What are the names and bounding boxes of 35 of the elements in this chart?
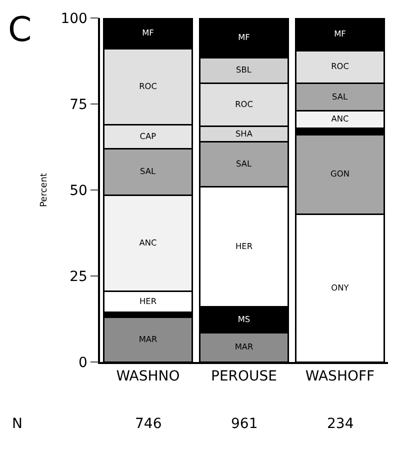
y-tick-label: 0 (78, 354, 88, 371)
series-label: ROC (331, 61, 350, 72)
text: 234 (327, 416, 354, 432)
text: HER (235, 240, 253, 251)
series-label: SAL (332, 91, 348, 102)
series-label: HER (139, 296, 157, 306)
text: MAR (138, 334, 158, 344)
x-tick-label: PEROUSE (210, 368, 278, 385)
text: 961 (231, 416, 258, 432)
y-axis-title: Percent (40, 172, 50, 207)
text: ROC (235, 99, 253, 110)
series-label: GON (330, 168, 350, 179)
series-label: MF (142, 28, 154, 38)
x-tick-label: WASHNO (116, 368, 180, 385)
series-label: CAP (140, 130, 156, 141)
series-label: SHA (235, 128, 253, 138)
text: N (12, 416, 22, 432)
text: ROC (139, 81, 157, 92)
y-tick-label: 25 (70, 268, 88, 285)
x-tick-label: WASHOFF (305, 368, 375, 385)
series-label: SBL (236, 64, 252, 75)
text: ANC (139, 238, 157, 248)
series-label: ANC (331, 114, 350, 124)
text: C (8, 10, 32, 50)
y-tick-label: 75 (70, 96, 88, 113)
series-label: ONY (331, 282, 350, 292)
series-label: MS (238, 314, 250, 324)
text: 746 (135, 416, 162, 432)
y-tick-label: 100 (60, 10, 88, 27)
text: MF (334, 28, 346, 39)
text: SAL (236, 158, 252, 168)
text: SAL (140, 166, 156, 176)
y-tick-label: 50 (70, 182, 88, 199)
series-label: MAR (234, 342, 254, 352)
text: MF (238, 32, 250, 42)
